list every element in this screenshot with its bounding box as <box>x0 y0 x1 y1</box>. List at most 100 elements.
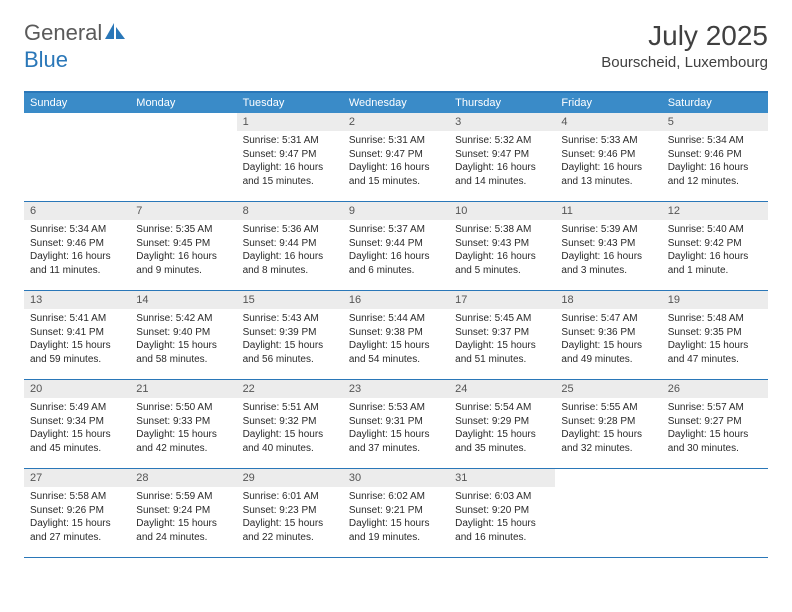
day-cell: 15Sunrise: 5:43 AMSunset: 9:39 PMDayligh… <box>237 291 343 379</box>
day-number: 9 <box>343 202 449 220</box>
sunset-text: Sunset: 9:43 PM <box>561 237 655 251</box>
sunset-text: Sunset: 9:33 PM <box>136 415 230 429</box>
day-data: Sunrise: 5:31 AMSunset: 9:47 PMDaylight:… <box>237 131 343 192</box>
day-number: 10 <box>449 202 555 220</box>
day-header: Tuesday <box>237 93 343 113</box>
day-cell: 19Sunrise: 5:48 AMSunset: 9:35 PMDayligh… <box>662 291 768 379</box>
sunrise-text: Sunrise: 5:34 AM <box>30 223 124 237</box>
day-header: Wednesday <box>343 93 449 113</box>
sunrise-text: Sunrise: 6:01 AM <box>243 490 337 504</box>
daylight-text: Daylight: 15 hours and 45 minutes. <box>30 428 124 455</box>
day-number: 19 <box>662 291 768 309</box>
sunrise-text: Sunrise: 5:51 AM <box>243 401 337 415</box>
day-cell: 10Sunrise: 5:38 AMSunset: 9:43 PMDayligh… <box>449 202 555 290</box>
sunrise-text: Sunrise: 5:57 AM <box>668 401 762 415</box>
day-cell: 13Sunrise: 5:41 AMSunset: 9:41 PMDayligh… <box>24 291 130 379</box>
sunset-text: Sunset: 9:46 PM <box>668 148 762 162</box>
day-data: Sunrise: 5:39 AMSunset: 9:43 PMDaylight:… <box>555 220 661 281</box>
sunset-text: Sunset: 9:46 PM <box>561 148 655 162</box>
week-row: 20Sunrise: 5:49 AMSunset: 9:34 PMDayligh… <box>24 380 768 469</box>
daylight-text: Daylight: 15 hours and 42 minutes. <box>136 428 230 455</box>
daylight-text: Daylight: 16 hours and 13 minutes. <box>561 161 655 188</box>
sunrise-text: Sunrise: 5:42 AM <box>136 312 230 326</box>
daylight-text: Daylight: 15 hours and 16 minutes. <box>455 517 549 544</box>
sunset-text: Sunset: 9:21 PM <box>349 504 443 518</box>
daylight-text: Daylight: 16 hours and 8 minutes. <box>243 250 337 277</box>
day-cell <box>130 113 236 201</box>
sunset-text: Sunset: 9:42 PM <box>668 237 762 251</box>
week-row: 1Sunrise: 5:31 AMSunset: 9:47 PMDaylight… <box>24 113 768 202</box>
day-number: 30 <box>343 469 449 487</box>
sunset-text: Sunset: 9:28 PM <box>561 415 655 429</box>
day-data: Sunrise: 5:59 AMSunset: 9:24 PMDaylight:… <box>130 487 236 548</box>
sunrise-text: Sunrise: 5:49 AM <box>30 401 124 415</box>
day-cell: 12Sunrise: 5:40 AMSunset: 9:42 PMDayligh… <box>662 202 768 290</box>
day-cell: 5Sunrise: 5:34 AMSunset: 9:46 PMDaylight… <box>662 113 768 201</box>
day-data: Sunrise: 5:40 AMSunset: 9:42 PMDaylight:… <box>662 220 768 281</box>
daylight-text: Daylight: 16 hours and 3 minutes. <box>561 250 655 277</box>
title-block: July 2025 Bourscheid, Luxembourg <box>601 20 768 71</box>
daylight-text: Daylight: 15 hours and 59 minutes. <box>30 339 124 366</box>
sunset-text: Sunset: 9:24 PM <box>136 504 230 518</box>
day-data: Sunrise: 5:47 AMSunset: 9:36 PMDaylight:… <box>555 309 661 370</box>
day-data: Sunrise: 5:43 AMSunset: 9:39 PMDaylight:… <box>237 309 343 370</box>
day-cell: 3Sunrise: 5:32 AMSunset: 9:47 PMDaylight… <box>449 113 555 201</box>
sunrise-text: Sunrise: 5:38 AM <box>455 223 549 237</box>
day-number: 15 <box>237 291 343 309</box>
day-number: 8 <box>237 202 343 220</box>
sunset-text: Sunset: 9:40 PM <box>136 326 230 340</box>
sunrise-text: Sunrise: 5:39 AM <box>561 223 655 237</box>
day-data: Sunrise: 5:41 AMSunset: 9:41 PMDaylight:… <box>24 309 130 370</box>
day-number: 28 <box>130 469 236 487</box>
day-number: 18 <box>555 291 661 309</box>
daylight-text: Daylight: 15 hours and 40 minutes. <box>243 428 337 455</box>
day-data: Sunrise: 5:49 AMSunset: 9:34 PMDaylight:… <box>24 398 130 459</box>
sunrise-text: Sunrise: 5:54 AM <box>455 401 549 415</box>
day-number: 26 <box>662 380 768 398</box>
day-cell: 21Sunrise: 5:50 AMSunset: 9:33 PMDayligh… <box>130 380 236 468</box>
day-data: Sunrise: 5:35 AMSunset: 9:45 PMDaylight:… <box>130 220 236 281</box>
day-cell: 6Sunrise: 5:34 AMSunset: 9:46 PMDaylight… <box>24 202 130 290</box>
sunrise-text: Sunrise: 5:47 AM <box>561 312 655 326</box>
day-number: 17 <box>449 291 555 309</box>
day-cell: 8Sunrise: 5:36 AMSunset: 9:44 PMDaylight… <box>237 202 343 290</box>
day-data: Sunrise: 5:53 AMSunset: 9:31 PMDaylight:… <box>343 398 449 459</box>
sunset-text: Sunset: 9:41 PM <box>30 326 124 340</box>
daylight-text: Daylight: 15 hours and 19 minutes. <box>349 517 443 544</box>
daylight-text: Daylight: 15 hours and 49 minutes. <box>561 339 655 366</box>
day-header: Thursday <box>449 93 555 113</box>
day-header: Monday <box>130 93 236 113</box>
day-data: Sunrise: 5:32 AMSunset: 9:47 PMDaylight:… <box>449 131 555 192</box>
day-data: Sunrise: 5:57 AMSunset: 9:27 PMDaylight:… <box>662 398 768 459</box>
sunset-text: Sunset: 9:34 PM <box>30 415 124 429</box>
sunset-text: Sunset: 9:36 PM <box>561 326 655 340</box>
day-data: Sunrise: 5:38 AMSunset: 9:43 PMDaylight:… <box>449 220 555 281</box>
weeks-container: 1Sunrise: 5:31 AMSunset: 9:47 PMDaylight… <box>24 113 768 558</box>
daylight-text: Daylight: 15 hours and 54 minutes. <box>349 339 443 366</box>
day-data: Sunrise: 5:45 AMSunset: 9:37 PMDaylight:… <box>449 309 555 370</box>
daylight-text: Daylight: 16 hours and 11 minutes. <box>30 250 124 277</box>
day-data: Sunrise: 5:42 AMSunset: 9:40 PMDaylight:… <box>130 309 236 370</box>
daylight-text: Daylight: 16 hours and 5 minutes. <box>455 250 549 277</box>
sunset-text: Sunset: 9:31 PM <box>349 415 443 429</box>
day-cell: 28Sunrise: 5:59 AMSunset: 9:24 PMDayligh… <box>130 469 236 557</box>
daylight-text: Daylight: 15 hours and 22 minutes. <box>243 517 337 544</box>
day-cell: 30Sunrise: 6:02 AMSunset: 9:21 PMDayligh… <box>343 469 449 557</box>
sunset-text: Sunset: 9:47 PM <box>455 148 549 162</box>
sunset-text: Sunset: 9:47 PM <box>349 148 443 162</box>
day-number: 3 <box>449 113 555 131</box>
day-data: Sunrise: 5:31 AMSunset: 9:47 PMDaylight:… <box>343 131 449 192</box>
day-number: 27 <box>24 469 130 487</box>
day-number: 29 <box>237 469 343 487</box>
daylight-text: Daylight: 16 hours and 9 minutes. <box>136 250 230 277</box>
daylight-text: Daylight: 15 hours and 24 minutes. <box>136 517 230 544</box>
sunset-text: Sunset: 9:45 PM <box>136 237 230 251</box>
daylight-text: Daylight: 16 hours and 12 minutes. <box>668 161 762 188</box>
sunset-text: Sunset: 9:44 PM <box>243 237 337 251</box>
sunrise-text: Sunrise: 5:40 AM <box>668 223 762 237</box>
sunrise-text: Sunrise: 5:55 AM <box>561 401 655 415</box>
sunrise-text: Sunrise: 5:44 AM <box>349 312 443 326</box>
sunrise-text: Sunrise: 5:43 AM <box>243 312 337 326</box>
day-data: Sunrise: 6:03 AMSunset: 9:20 PMDaylight:… <box>449 487 555 548</box>
sunset-text: Sunset: 9:35 PM <box>668 326 762 340</box>
